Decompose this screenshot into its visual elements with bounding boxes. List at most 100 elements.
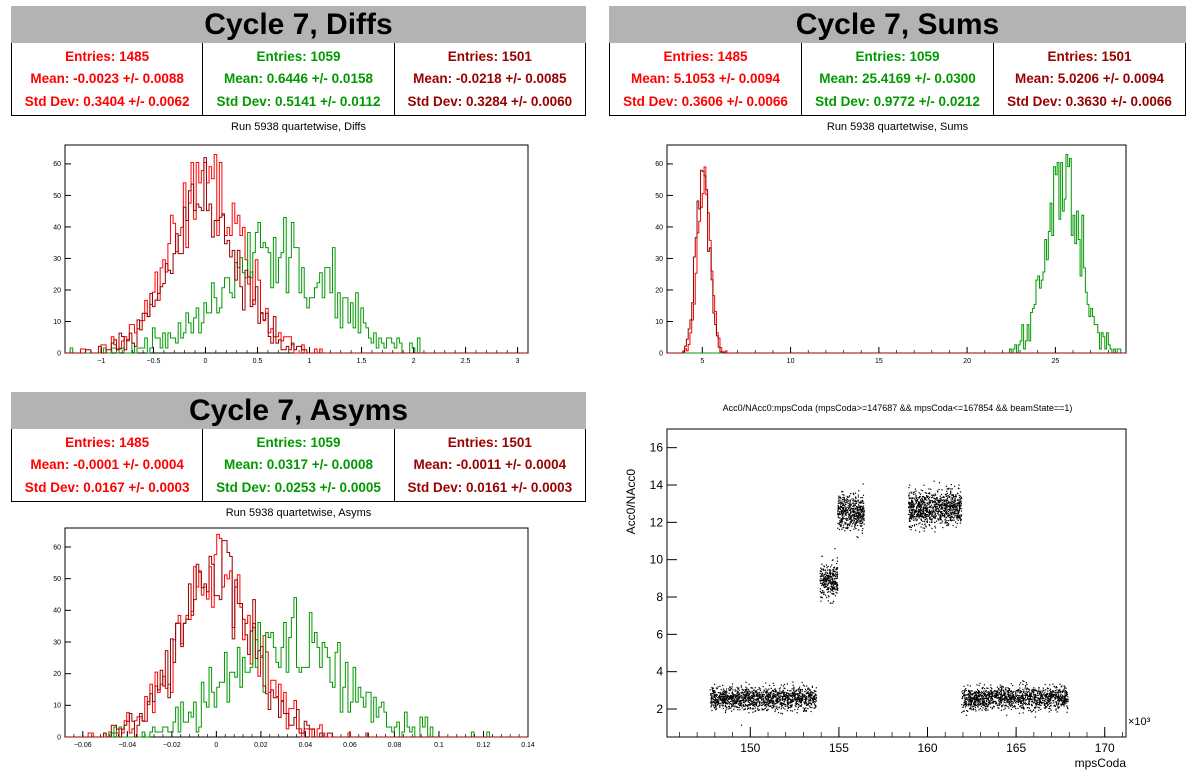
scatter-point-0 — [737, 697, 739, 699]
scatter-point-4 — [1058, 697, 1061, 699]
scatter-point-2 — [858, 501, 860, 504]
scatter-point-0 — [725, 695, 727, 697]
scatter-point-4 — [990, 687, 992, 689]
scatter-point-2 — [845, 522, 847, 524]
scatter-point-0 — [755, 695, 757, 697]
scatter-point-3 — [923, 511, 925, 514]
scatter-point-3 — [913, 505, 915, 507]
scatter-point-0 — [814, 694, 816, 696]
scatter-point-3 — [936, 505, 938, 507]
scatter-point-2 — [845, 514, 847, 516]
scatter-point-4 — [992, 693, 994, 695]
scatter-point-3 — [923, 530, 925, 532]
scatter-point-0 — [724, 697, 726, 700]
scatter-point-4 — [1031, 705, 1033, 707]
scatter-point-1 — [825, 574, 828, 576]
scatter-point-2 — [858, 529, 860, 531]
scatter-point-3 — [930, 497, 933, 499]
scatter-point-4 — [1042, 696, 1044, 699]
scatter-point-0 — [744, 694, 746, 696]
scatter-point-0 — [734, 702, 736, 704]
scatter-point-0 — [747, 694, 749, 697]
scatter-point-4 — [1048, 697, 1050, 700]
scatter-point-4 — [1067, 700, 1069, 703]
scatter-point-4 — [1000, 709, 1003, 711]
stat-std: Std Dev: 0.0253 +/- 0.0005 — [216, 480, 381, 496]
scatter-point-3 — [953, 519, 955, 521]
scatter-point-3 — [918, 492, 920, 494]
scatter-point-4 — [1025, 684, 1027, 687]
scatter-point-4 — [1035, 694, 1037, 696]
scatter-point-0 — [732, 693, 734, 695]
scatter-point-4 — [1009, 701, 1012, 703]
scatter-point-0 — [757, 706, 759, 708]
scatter-point-3 — [952, 498, 954, 500]
scatter-point-1 — [835, 589, 837, 591]
scatter-point-0 — [741, 699, 743, 701]
y-tick-label-0: 40 — [53, 224, 61, 231]
scatter-point-0 — [732, 705, 734, 707]
scatter-point-4 — [1039, 692, 1041, 695]
scatter-point-0 — [808, 699, 810, 701]
scatter-point-2 — [845, 508, 847, 511]
scatter-point-4 — [1037, 703, 1040, 706]
scatter-point-4 — [985, 704, 988, 706]
scatter-point-4 — [976, 692, 978, 694]
scatter-point-1 — [836, 562, 838, 565]
scatter-point-0 — [788, 703, 790, 705]
scatter-point-3 — [918, 501, 920, 503]
scatter-point-0 — [768, 703, 770, 705]
scatter-point-3 — [936, 506, 938, 508]
scatter-point-4 — [981, 703, 983, 705]
scatter-point-4 — [970, 701, 972, 703]
scatter-point-3 — [949, 490, 952, 492]
scatter-point-0 — [778, 692, 780, 695]
scatter-point-0 — [775, 707, 777, 709]
scatter-point-3 — [922, 500, 924, 502]
x-tick-label-2: 0.02 — [254, 742, 268, 749]
scatter-point-3 — [942, 496, 944, 498]
scatter-point-4 — [1058, 699, 1060, 701]
scatter-point-2 — [863, 510, 865, 513]
scatter-point-3 — [919, 522, 921, 524]
scatter-point-4 — [1058, 689, 1060, 691]
scatter-point-0 — [731, 687, 733, 689]
scatter-point-0 — [748, 691, 750, 693]
scatter-point-0 — [710, 706, 712, 708]
scatter-point-4 — [975, 692, 977, 695]
scatter-point-2 — [850, 521, 852, 523]
scatter-point-0 — [736, 699, 738, 701]
scatter-point-3 — [916, 516, 918, 518]
scatter-point-4 — [981, 697, 983, 699]
scatter-point-0 — [732, 699, 734, 701]
scatter-point-0 — [717, 702, 719, 704]
scatter-point-0 — [742, 695, 744, 697]
scatter-point-0 — [748, 707, 750, 709]
scatter-point-3 — [951, 515, 953, 518]
scatter-point-0 — [795, 702, 797, 704]
scatter-point-0 — [756, 699, 759, 701]
scatter-point-0 — [711, 695, 713, 697]
scatter-point-0 — [735, 702, 738, 704]
scatter-point-0 — [786, 697, 788, 699]
scatter-point-3 — [949, 505, 951, 507]
asyms-stats-box: Entries: 1485 Mean: -0.0001 +/- 0.0004 S… — [11, 429, 586, 502]
scatter-point-1 — [819, 575, 822, 578]
scatter-point-3 — [943, 515, 945, 517]
scatter-point-0 — [773, 690, 775, 693]
scatter-point-3 — [923, 484, 925, 486]
scatter-point-3 — [950, 504, 952, 506]
scatter-point-4 — [1056, 711, 1058, 713]
scatter-point-3 — [940, 503, 942, 506]
y-tick-label-3: 8 — [656, 590, 663, 604]
scatter-point-4 — [1047, 687, 1049, 690]
scatter-point-3 — [937, 518, 939, 520]
scatter-point-0 — [793, 693, 795, 695]
scatter-point-0 — [719, 702, 721, 704]
histogram-series-0-1 — [65, 216, 528, 354]
scatter-point-4 — [1046, 703, 1049, 705]
scatter-point-4 — [1053, 705, 1055, 707]
scatter-point-0 — [778, 700, 780, 702]
scatter-point-0 — [797, 699, 799, 701]
scatter-point-3 — [916, 514, 918, 517]
